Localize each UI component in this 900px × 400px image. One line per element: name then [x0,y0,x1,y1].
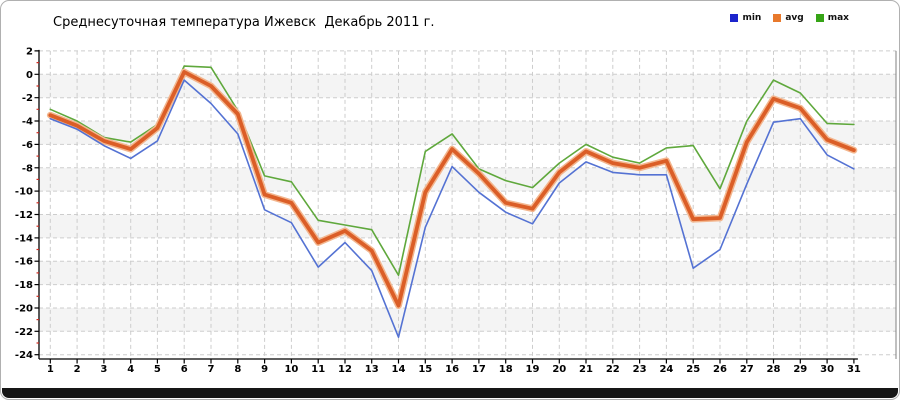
legend-item-avg[interactable]: avg [773,13,804,23]
avg-swatch-icon [773,14,782,22]
y-tick-label: -16 [15,257,33,268]
x-tick-label: 7 [208,364,215,375]
x-tick-label: 15 [418,364,432,375]
band [39,214,896,238]
y-tick-label: 0 [26,70,33,81]
y-tick-label: -20 [15,304,33,315]
x-tick-label: 6 [181,364,188,375]
legend: min avg max [730,13,849,23]
min-swatch-icon [730,14,739,22]
x-tick-label: 3 [100,364,107,375]
legend-label: min [742,13,762,23]
min-line [49,79,855,339]
y-tick-label: -12 [15,210,33,221]
legend-item-max[interactable]: max [815,13,849,23]
x-tick-label: 16 [445,364,459,375]
y-tick-label: -14 [15,233,33,244]
max-swatch-icon [815,14,824,22]
x-tick-label: 9 [261,364,268,375]
legend-item-min[interactable]: min [730,13,761,23]
x-tick-label: 24 [659,364,673,375]
x-tick-label: 11 [311,364,325,375]
band [39,308,896,332]
max-line [49,65,855,277]
x-tick-label: 13 [365,364,379,375]
y-tick-label: -8 [22,163,33,174]
x-tick-label: 8 [234,364,241,375]
x-tick-label: 20 [552,364,566,375]
x-tick-label: 17 [472,364,486,375]
x-tick-label: 23 [633,364,647,375]
y-tick-label: -6 [22,140,33,151]
y-tick-label: 2 [26,46,33,57]
y-tick-label: -18 [15,280,33,291]
x-tick-label: 2 [74,364,81,375]
x-tick-label: 14 [392,364,406,375]
x-tick-label: 22 [606,364,620,375]
bottom-bar [2,388,898,398]
x-tick-label: 18 [499,364,513,375]
y-tick-label: -2 [22,93,33,104]
y-tick-label: -10 [15,187,33,198]
x-tick-label: 10 [284,364,298,375]
legend-label: avg [785,13,804,23]
x-tick-label: 12 [338,364,352,375]
x-tick-label: 1 [47,364,54,375]
band [39,167,896,192]
y-tick-label: -4 [22,117,33,128]
x-tick-label: 5 [154,364,161,375]
x-tick-label: 29 [793,364,807,375]
x-tick-label: 27 [740,364,754,375]
x-tick-label: 25 [686,364,700,375]
y-tick-label: -22 [15,327,33,338]
band [39,121,896,145]
band [39,261,896,285]
x-tick-label: 30 [820,364,834,375]
x-tick-label: 28 [767,364,781,375]
x-tick-label: 21 [579,364,593,375]
avg-line [48,70,856,308]
chart-title: Среднесуточная температура Ижевск Декабр… [53,15,435,30]
x-tick-label: 19 [526,364,540,375]
x-tick-label: 31 [847,364,861,375]
legend-label: max [827,13,849,23]
y-tick-label: -24 [15,350,33,361]
x-tick-label: 4 [127,364,134,375]
x-tick-label: 26 [713,364,727,375]
band [39,74,896,98]
